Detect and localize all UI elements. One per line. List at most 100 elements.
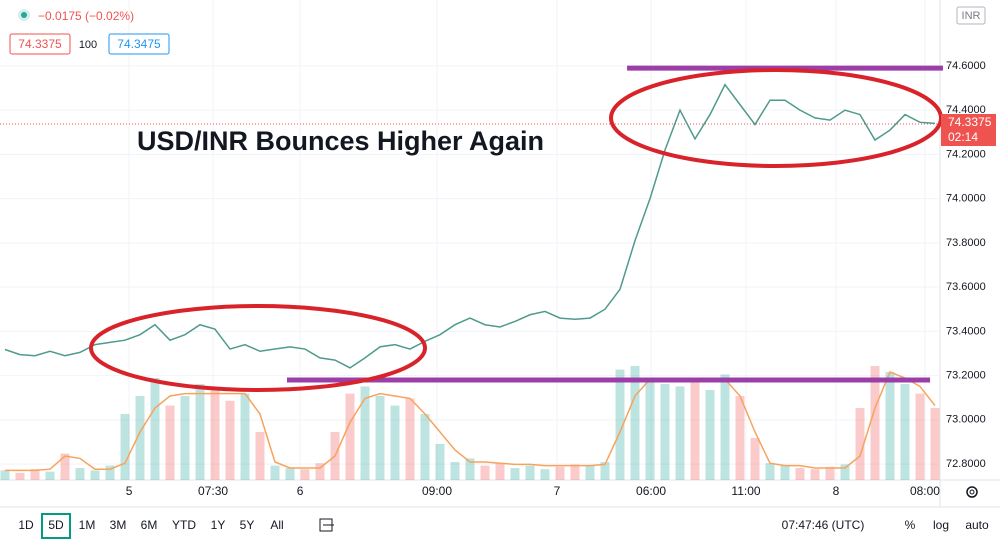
volume-bar [435, 444, 445, 480]
settings-icon[interactable] [966, 486, 978, 498]
volume-bar [420, 414, 430, 480]
volume-bar [840, 464, 850, 480]
date-range-icon[interactable] [319, 518, 334, 532]
volume-bar [915, 393, 925, 480]
volume-bar [720, 374, 730, 480]
volume-bar [300, 469, 310, 480]
volume-bar [90, 470, 100, 480]
volume-bar [930, 408, 940, 480]
scale-option[interactable]: auto [965, 518, 989, 532]
volume-bar [795, 468, 805, 480]
volume-bar [360, 386, 370, 480]
ask[interactable]: 74.3475 [117, 37, 161, 51]
x-tick-label: 6 [297, 484, 304, 498]
volume-bar [900, 384, 910, 480]
volume-bar [60, 453, 70, 480]
y-tick-label: 73.6000 [946, 281, 986, 293]
y-tick-label: 74.4000 [946, 104, 986, 116]
volume-bar [615, 369, 625, 480]
volume-bar [195, 384, 205, 480]
y-tick-label: 73.4000 [946, 325, 986, 337]
volume-bar [255, 432, 265, 480]
y-tick-label: 73.8000 [946, 237, 986, 249]
clock: 07:47:46 (UTC) [782, 518, 865, 532]
scale-option[interactable]: log [933, 518, 949, 532]
y-tick-label: 73.2000 [946, 370, 986, 382]
volume-bar [735, 396, 745, 480]
volume-bar [240, 393, 250, 480]
volume-bar [390, 405, 400, 480]
range-button[interactable]: 3M [110, 518, 127, 532]
volume-bar [165, 405, 175, 480]
x-tick-label: 08:00 [910, 484, 940, 498]
range-button[interactable]: 1D [18, 518, 34, 532]
countdown: 02:14 [948, 130, 978, 144]
y-tick-label: 72.8000 [946, 458, 986, 470]
volume-bar [645, 378, 655, 480]
volume-bar [75, 468, 85, 480]
range-button[interactable]: All [270, 518, 283, 532]
volume-bar [885, 372, 895, 480]
y-tick-label: 73.0000 [946, 414, 986, 426]
range-button[interactable]: 5Y [240, 518, 255, 532]
ask-box[interactable] [108, 33, 170, 55]
change: −0.0175 (−0.02%) [38, 9, 134, 23]
volume-bar [315, 463, 325, 480]
last-price-label: 74.3375 [948, 115, 992, 129]
volume-bar [660, 384, 670, 480]
volume-bar [870, 366, 880, 480]
volume-bar [810, 469, 820, 480]
range-button[interactable]: 1M [79, 518, 96, 532]
volume-bar [30, 469, 40, 480]
volume-bar [570, 464, 580, 480]
volume-bar [825, 466, 835, 480]
currency-box [956, 6, 986, 25]
range-button[interactable]: YTD [172, 518, 196, 532]
annotation: USD/INR Bounces Higher Again [137, 126, 544, 156]
x-tick-label: 09:00 [422, 484, 452, 498]
volume-bar [480, 465, 490, 480]
volume-bar [405, 398, 415, 480]
volume-bar [705, 390, 715, 480]
x-tick-label: 11:00 [731, 484, 760, 498]
volume-bar [105, 465, 115, 480]
x-tick-label: 8 [833, 484, 840, 498]
volume-bar [45, 471, 55, 480]
volume-bar [555, 466, 565, 480]
volume-bar [540, 469, 550, 480]
volume-bar [285, 468, 295, 480]
volume-bar [780, 465, 790, 480]
highlight-ellipse [89, 304, 427, 392]
range-button[interactable]: 5D [48, 518, 64, 532]
y-tick-label: 74.0000 [946, 193, 986, 205]
bid-box[interactable] [9, 33, 71, 55]
volume-bar [630, 366, 640, 480]
volume-bar [585, 465, 595, 480]
volume-bar [465, 458, 475, 480]
bid[interactable]: 74.3375 [18, 37, 62, 51]
volume-bar [0, 470, 10, 480]
highlight-ellipse [609, 68, 943, 168]
scale-option[interactable]: % [905, 518, 916, 532]
x-tick-label: 5 [126, 484, 133, 498]
volume-bar [750, 438, 760, 480]
range-button[interactable]: 1Y [211, 518, 226, 532]
y-tick-label: 74.6000 [946, 60, 986, 72]
volume-bar [375, 396, 385, 480]
volume-bar [120, 414, 130, 480]
range-button[interactable]: 6M [141, 518, 158, 532]
x-tick-label: 06:00 [636, 484, 666, 498]
volume-bar [690, 381, 700, 480]
volume-bar [450, 462, 460, 480]
currency: INR [962, 10, 981, 22]
volume-ma-line [4, 371, 936, 472]
x-tick-label: 07:30 [198, 484, 228, 498]
volume-bar [525, 465, 535, 480]
status-dot [21, 12, 27, 18]
volume-bar [225, 400, 235, 480]
volume-bar [15, 472, 25, 480]
spread: 100 [79, 39, 97, 51]
volume-bar [855, 408, 865, 480]
volume-bar [495, 463, 505, 480]
